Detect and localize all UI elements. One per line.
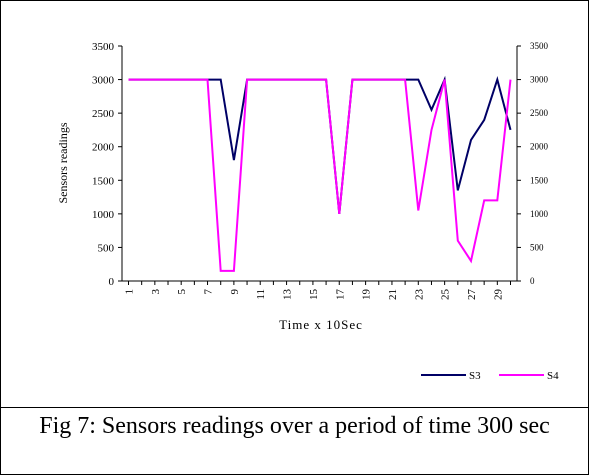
y2-tick-label: 1000 <box>530 209 549 219</box>
x-tick-label: 17 <box>334 289 346 301</box>
legend-label-s4: S4 <box>547 370 559 382</box>
y2-tick-label: 2500 <box>530 108 549 118</box>
y2-tick-label: 2000 <box>530 142 549 152</box>
y-tick-label: 2500 <box>92 108 115 120</box>
x-tick-label: 15 <box>308 289 320 301</box>
y-tick-label: 1000 <box>92 209 115 221</box>
y2-tick-label: 3500 <box>530 41 549 51</box>
x-tick-label: 3 <box>150 289 162 295</box>
chart-box: 0 500 1000 1500 2000 2500 3000 3500 0 500 1000 150… <box>1 1 588 408</box>
x-tick-label: 19 <box>361 289 373 301</box>
y2-axis-ticks: 0 500 1000 1500 2000 2500 3000 3500 <box>517 41 549 286</box>
y-tick-label: 3500 <box>92 41 115 53</box>
y-axis-title: Sensors readings <box>56 122 70 203</box>
y-tick-label: 1500 <box>92 175 115 187</box>
y2-tick-label: 500 <box>530 242 544 252</box>
x-tick-label: 11 <box>255 289 267 300</box>
x-tick-label: 1 <box>124 289 136 295</box>
x-tick-label: 5 <box>176 289 188 295</box>
y-tick-label: 500 <box>98 242 115 254</box>
x-tick-label: 29 <box>492 289 504 301</box>
series-line-s4 <box>128 78 512 272</box>
x-tick-label: 25 <box>440 289 452 301</box>
x-axis-title: Time x 10Sec <box>279 317 363 332</box>
legend: S3 S4 <box>421 370 559 382</box>
x-axis-ticks: 1 3 5 7 9 11 13 15 17 19 21 23 25 27 29 <box>124 281 511 300</box>
y-tick-label: 2000 <box>92 142 115 154</box>
y-tick-label: 3000 <box>92 75 115 87</box>
y2-tick-label: 3000 <box>530 75 549 85</box>
y2-tick-label: 0 <box>530 276 535 286</box>
y-axis-ticks: 0 500 1000 1500 2000 2500 3000 3500 <box>92 41 122 288</box>
y2-tick-label: 1500 <box>530 175 549 185</box>
x-tick-label: 23 <box>413 289 425 301</box>
x-tick-label: 13 <box>282 289 294 301</box>
x-tick-label: 7 <box>203 289 215 295</box>
legend-label-s3: S3 <box>469 370 481 382</box>
y-tick-label: 0 <box>109 276 115 288</box>
series-lines <box>128 75 512 272</box>
x-tick-label: 21 <box>387 289 399 300</box>
x-tick-label: 9 <box>229 289 241 295</box>
figure-caption: Fig 7: Sensors readings over a period of… <box>39 413 550 439</box>
x-tick-label: 27 <box>466 289 478 301</box>
